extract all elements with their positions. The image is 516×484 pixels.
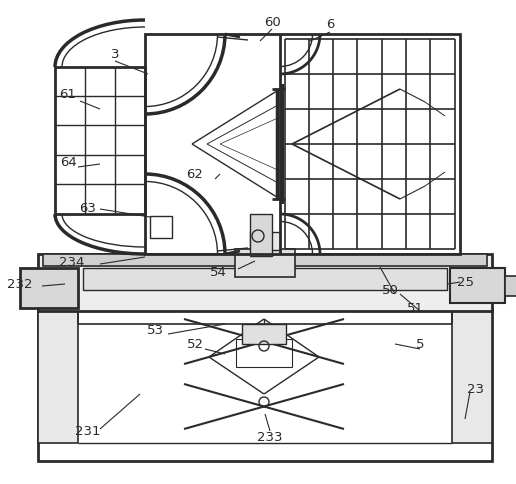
Text: 62: 62 [187, 168, 203, 181]
Bar [242, 324, 286, 344]
Bar [43, 255, 487, 267]
Text: 51: 51 [407, 301, 424, 314]
Bar [452, 309, 492, 443]
Text: 63: 63 [79, 201, 96, 214]
Bar [38, 255, 492, 311]
Text: 23: 23 [466, 383, 483, 396]
Text: 64: 64 [60, 156, 76, 169]
Text: 54: 54 [209, 265, 227, 278]
Text: 232: 232 [7, 278, 33, 291]
Bar [250, 214, 272, 257]
Bar [83, 269, 447, 290]
Text: 50: 50 [381, 283, 398, 296]
Bar [55, 68, 145, 214]
Text: 61: 61 [59, 88, 76, 101]
Text: 52: 52 [186, 338, 203, 351]
Bar [235, 249, 295, 277]
Text: 234: 234 [59, 256, 85, 269]
Text: 231: 231 [75, 424, 101, 438]
Bar [505, 276, 516, 296]
Text: 25: 25 [457, 275, 474, 288]
Text: 53: 53 [147, 323, 164, 336]
Bar [236, 339, 292, 367]
Bar [150, 216, 172, 239]
Bar [450, 269, 505, 303]
Bar [20, 269, 78, 308]
Text: 233: 233 [257, 431, 283, 443]
Bar [145, 35, 460, 255]
Bar [38, 309, 492, 461]
Text: 5: 5 [416, 338, 424, 351]
Bar [38, 309, 78, 443]
Bar [250, 232, 280, 251]
Text: 60: 60 [264, 15, 280, 29]
Text: 6: 6 [326, 18, 334, 31]
Text: 3: 3 [111, 48, 119, 61]
